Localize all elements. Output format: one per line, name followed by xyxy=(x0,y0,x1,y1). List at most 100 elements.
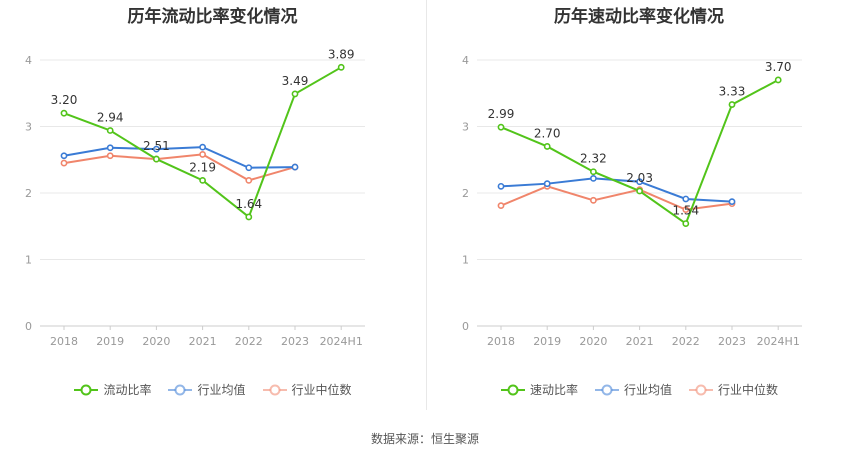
data-point-company xyxy=(291,90,299,98)
legend-swatch-icon xyxy=(500,384,525,395)
data-point-industry_avg xyxy=(682,195,690,203)
data-point-industry_avg xyxy=(106,144,114,152)
y-tick-label: 3 xyxy=(25,121,32,134)
data-label: 3.49 xyxy=(282,74,309,88)
x-tick-label: 2024H1 xyxy=(320,335,363,348)
legend-swatch-icon xyxy=(74,384,99,395)
data-label: 2.99 xyxy=(488,107,515,121)
legend-label: 行业中位数 xyxy=(291,383,352,397)
data-label: 3.89 xyxy=(328,47,355,61)
data-point-industry_avg xyxy=(152,145,160,153)
data-point-industry_avg xyxy=(636,178,643,186)
data-point-company xyxy=(636,187,643,195)
series-line-company xyxy=(63,66,342,219)
legend-label: 流动比率 xyxy=(103,383,152,397)
data-point-company xyxy=(682,220,690,227)
data-point-company xyxy=(337,63,345,71)
data-point-company xyxy=(589,168,597,176)
legend-item-company[interactable]: 流动比率 xyxy=(73,381,151,398)
y-tick-label: 2 xyxy=(462,187,469,200)
data-label: 2.94 xyxy=(97,110,124,124)
legend-item-industry_median[interactable]: 行业中位数 xyxy=(688,381,778,398)
legend-label: 行业均值 xyxy=(197,383,246,397)
data-point-industry_median xyxy=(589,196,597,204)
data-point-company xyxy=(199,176,206,184)
x-tick-label: 2021 xyxy=(189,335,217,348)
data-label: 2.51 xyxy=(143,139,170,153)
legend-item-company[interactable]: 速动比率 xyxy=(500,381,578,398)
data-point-industry_avg xyxy=(728,198,736,206)
x-tick-label: 2019 xyxy=(96,335,124,348)
legend-item-industry_median[interactable]: 行业中位数 xyxy=(262,381,352,398)
data-point-company xyxy=(106,127,114,134)
data-label: 1.54 xyxy=(672,204,699,218)
data-label: 2.70 xyxy=(534,126,561,140)
data-point-industry_median xyxy=(245,176,253,184)
y-tick-label: 3 xyxy=(462,121,469,134)
chart-panel-quick-ratio: 历年速动比率变化情况 0 1 2 3 4 2018 2019 2020 2021 2022 2023… xyxy=(428,0,850,410)
x-tick-label: 2018 xyxy=(487,335,515,348)
data-label: 2.19 xyxy=(189,160,216,174)
y-tick-label: 0 xyxy=(462,320,469,333)
legend-item-industry_avg[interactable]: 行业均值 xyxy=(594,381,672,398)
data-point-industry_avg xyxy=(589,174,597,182)
chart-legend: 流动比率 行业均值 行业中位数 xyxy=(0,381,425,398)
data-point-industry_avg xyxy=(199,143,206,151)
x-tick-label: 2021 xyxy=(626,335,654,348)
quick-ratio-chart: 0 1 2 3 4 2018 2019 2020 2021 2022 2023 2024H1 2.99 2… xyxy=(462,54,802,348)
data-label: 1.64 xyxy=(235,197,262,211)
data-label: 3.33 xyxy=(719,85,746,99)
data-point-company xyxy=(245,213,253,221)
legend-label: 速动比率 xyxy=(529,383,578,397)
series-line-industry_median xyxy=(500,185,733,211)
y-tick-label: 4 xyxy=(462,54,469,67)
panel-divider xyxy=(426,0,427,410)
legend-swatch-icon xyxy=(594,384,619,395)
current-ratio-chart: 0 1 2 3 4 2018 2019 2020 2021 2022 2023 2024H1 3.20 2… xyxy=(25,47,365,348)
data-point-company xyxy=(60,109,68,117)
data-point-company xyxy=(543,143,551,150)
x-tick-label: 2023 xyxy=(718,335,746,348)
y-tick-label: 4 xyxy=(25,54,32,67)
y-tick-label: 2 xyxy=(25,187,32,200)
legend-label: 行业均值 xyxy=(623,383,672,397)
legend-label: 行业中位数 xyxy=(718,383,779,397)
x-tick-label: 2023 xyxy=(281,335,309,348)
data-point-industry_avg xyxy=(60,152,68,160)
data-point-industry_avg xyxy=(543,180,551,188)
x-tick-label: 2020 xyxy=(579,335,607,348)
legend-item-industry_avg[interactable]: 行业均值 xyxy=(167,381,246,398)
y-tick-label: 1 xyxy=(462,254,469,267)
series-line-company xyxy=(500,79,779,226)
data-label: 3.20 xyxy=(51,93,78,107)
data-label: 3.70 xyxy=(765,60,792,74)
chart-legend: 速动比率 行业均值 行业中位数 xyxy=(428,381,850,398)
data-point-industry_median xyxy=(199,151,206,158)
x-tick-label: 2022 xyxy=(672,335,700,348)
x-tick-label: 2022 xyxy=(235,335,263,348)
x-tick-label: 2024H1 xyxy=(757,335,800,348)
data-point-industry_median xyxy=(497,202,505,210)
x-tick-label: 2019 xyxy=(533,335,561,348)
series-line-industry_median xyxy=(63,153,296,182)
data-label: 2.32 xyxy=(580,152,607,166)
series-line-industry_avg xyxy=(63,146,296,169)
data-source-note: 数据来源：恒生聚源 xyxy=(370,432,479,446)
y-tick-label: 1 xyxy=(25,254,32,267)
legend-swatch-icon xyxy=(689,384,713,395)
data-point-industry_avg xyxy=(291,163,299,171)
data-point-industry_median xyxy=(682,206,690,214)
data-point-company xyxy=(152,155,160,163)
data-point-industry_median xyxy=(106,152,114,160)
legend-swatch-icon xyxy=(262,384,287,395)
data-point-company xyxy=(728,101,736,108)
x-tick-label: 2018 xyxy=(50,335,78,348)
series-line-industry_avg xyxy=(500,177,733,203)
data-point-industry_median xyxy=(60,159,68,167)
y-tick-label: 0 xyxy=(25,320,32,333)
data-point-company xyxy=(774,76,782,84)
data-point-company xyxy=(497,123,505,131)
legend-swatch-icon xyxy=(168,384,193,395)
data-label: 2.03 xyxy=(626,171,653,185)
data-point-industry_avg xyxy=(497,182,505,190)
